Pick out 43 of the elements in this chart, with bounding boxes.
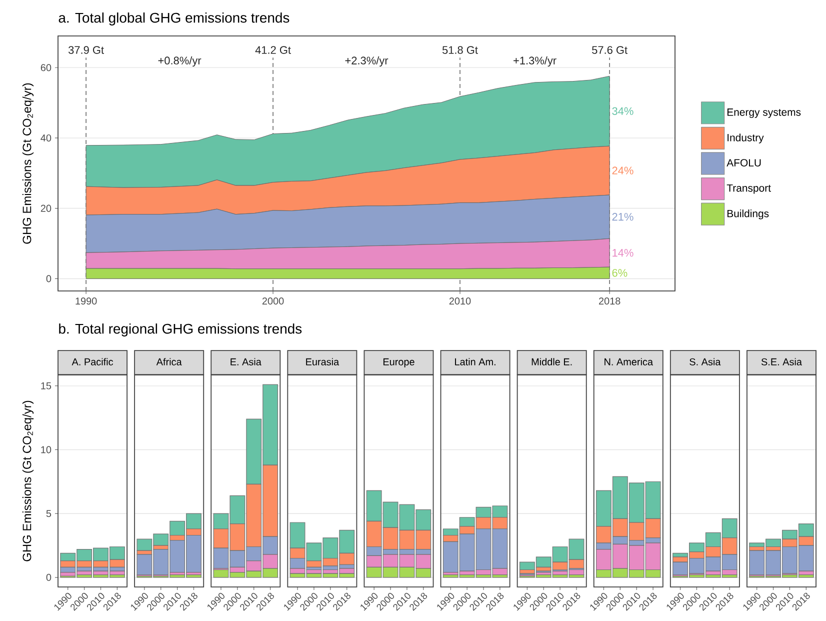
chart-subtitle: N. America (604, 358, 654, 366)
chart-title: a. Total global GHG emissions trends (58, 12, 290, 26)
annotation: +1.3%/yr (514, 56, 556, 67)
annotation: 6% (612, 269, 628, 277)
y-tick-label: 0 (46, 574, 52, 581)
ref-line-label: 37.9 Gt (68, 46, 104, 54)
x-tick-label: 1990 (76, 298, 97, 305)
legend-label: Buildings (727, 210, 769, 220)
chart-subtitle: A. Pacific (72, 358, 114, 366)
annotation: 14% (612, 248, 634, 257)
annotation: +0.8%/yr (158, 56, 202, 67)
x-tick-label: 2000 (262, 298, 284, 305)
x-tick-label: 2018 (598, 298, 620, 305)
legend-label: Transport (726, 184, 771, 194)
x-tick-label: 2010 (449, 298, 471, 305)
chart-subtitle: Eurasia (306, 358, 340, 366)
y-tick-label: 5 (46, 510, 52, 518)
annotation: 34% (612, 107, 634, 115)
y-tick-label: 40 (40, 134, 52, 142)
chart-subtitle: E. Asia (230, 358, 262, 366)
text: b. Total regional GHG emissions trends (59, 323, 302, 336)
chart-subtitle: Europe (383, 358, 414, 368)
legend-label: AFOLU (726, 159, 761, 166)
chart-subtitle: Middle E. (532, 358, 572, 366)
annotation: 21% (612, 212, 634, 221)
legend-label: Industry (728, 134, 764, 144)
annotation: +2.3%/yr (345, 56, 388, 67)
ref-line-label: 51.8 Gt (442, 46, 478, 54)
chart-subtitle: S.E. Asia (761, 358, 802, 366)
chart-subtitle: Latin Am. (455, 358, 496, 366)
y-tick-label: 20 (40, 204, 52, 212)
legend-label: Energy systems (727, 108, 801, 118)
y-tick-label: 60 (40, 64, 52, 72)
chart-subtitle: Africa (156, 358, 182, 366)
y-tick-label: 10 (41, 446, 52, 454)
y-tick-label: 0 (46, 275, 52, 282)
ref-line-label: 57.6 Gt (592, 46, 628, 54)
y-tick-label: 15 (41, 382, 52, 390)
ref-line-label: 41.2 Gt (255, 46, 291, 54)
annotation: 24% (612, 166, 634, 174)
y-axis-title: GHG Emissions (Gt CO$_{2}$eq/yr) (22, 400, 34, 562)
y-axis-title: GHG Emissions (Gt CO$_{2}$eq/yr) (22, 83, 34, 244)
chart-subtitle: S. Asia (690, 358, 721, 366)
